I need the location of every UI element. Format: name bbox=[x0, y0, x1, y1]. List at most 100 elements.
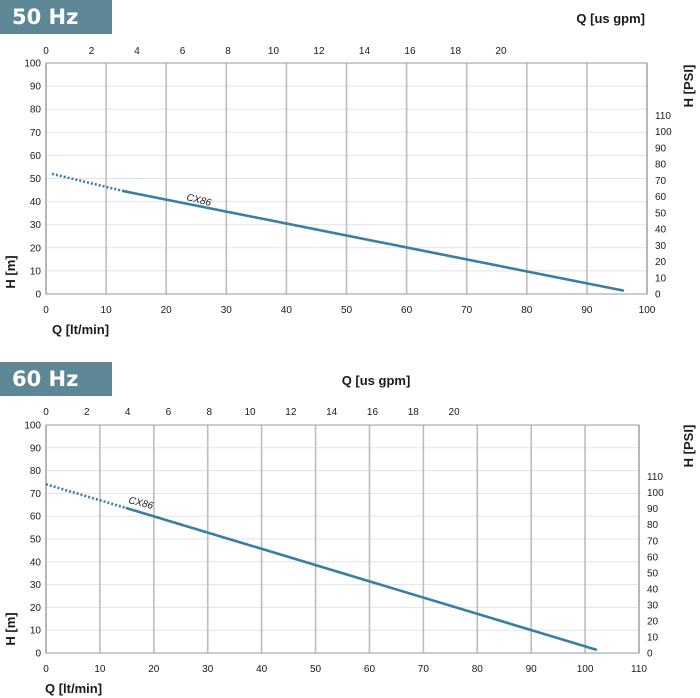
x-tick-label: 90 bbox=[581, 305, 593, 316]
x-tick-label: 10 bbox=[94, 664, 106, 675]
x2-tick-label: 14 bbox=[359, 46, 371, 57]
x2-tick-label: 18 bbox=[450, 46, 462, 57]
y-tick-label: 90 bbox=[30, 82, 42, 93]
curve-segment-solid bbox=[125, 506, 598, 651]
y-tick-label: 60 bbox=[30, 151, 42, 162]
x2-tick-label: 2 bbox=[84, 407, 90, 418]
x-tick-label: 0 bbox=[43, 664, 49, 675]
x2-tick-label: 12 bbox=[313, 46, 325, 57]
y2-tick-label: 80 bbox=[655, 160, 667, 171]
y2-tick-label: 70 bbox=[655, 176, 667, 187]
y-tick-label: 10 bbox=[30, 266, 42, 277]
x-tick-label: 30 bbox=[221, 305, 233, 316]
curve-segment-dashed bbox=[45, 483, 128, 510]
x-tick-label: 40 bbox=[281, 305, 293, 316]
x-tick-label: 0 bbox=[43, 305, 49, 316]
y2-tick-label: 20 bbox=[647, 616, 659, 627]
x-tick-label: 100 bbox=[577, 664, 594, 675]
y-tick-label: 90 bbox=[30, 443, 42, 454]
y2-tick-label: 100 bbox=[655, 127, 672, 138]
y-tick-label: 20 bbox=[30, 603, 42, 614]
y-tick-label: 20 bbox=[30, 243, 42, 254]
x-tick-label: 20 bbox=[148, 664, 160, 675]
y-tick-label: 30 bbox=[30, 220, 42, 231]
curve-segment-dashed bbox=[51, 172, 125, 193]
x2-axis-title: Q [us gpm] bbox=[576, 11, 645, 26]
y2-tick-label: 110 bbox=[655, 111, 671, 122]
x-tick-label: 110 bbox=[631, 664, 647, 675]
x2-tick-label: 20 bbox=[495, 46, 507, 57]
x2-tick-label: 6 bbox=[180, 46, 186, 57]
x2-tick-label: 20 bbox=[449, 407, 461, 418]
y2-tick-label: 90 bbox=[655, 143, 667, 154]
plot-frame bbox=[45, 424, 640, 654]
x2-tick-label: 12 bbox=[285, 407, 297, 418]
y2-tick-label: 60 bbox=[647, 552, 659, 563]
frequency-badge: 60 Hz bbox=[0, 362, 112, 396]
x2-tick-label: 8 bbox=[206, 407, 212, 418]
y2-tick-label: 0 bbox=[647, 649, 653, 660]
x-tick-label: 70 bbox=[418, 664, 430, 675]
y-tick-label: 10 bbox=[30, 626, 42, 637]
y2-tick-label: 40 bbox=[647, 584, 659, 595]
x2-tick-label: 8 bbox=[225, 46, 231, 57]
plot-frame bbox=[45, 62, 648, 295]
x-tick-label: 50 bbox=[341, 305, 353, 316]
x2-tick-label: 6 bbox=[166, 407, 172, 418]
x-tick-label: 100 bbox=[639, 305, 656, 316]
y-tick-label: 50 bbox=[30, 174, 42, 185]
x-tick-label: 50 bbox=[310, 664, 322, 675]
y-tick-label: 100 bbox=[24, 421, 41, 432]
y-tick-label: 0 bbox=[35, 649, 41, 660]
y-axis-title: H [m] bbox=[3, 612, 18, 645]
y2-tick-label: 40 bbox=[655, 225, 667, 236]
chart-panel-50hz: 0 10 20 30 40 50 60 70 80 90 100 0 2 4 6 8 10 12 14 16 18 20 0… bbox=[0, 0, 700, 345]
x-axis-title: Q [lt/min] bbox=[45, 681, 102, 696]
curve-segment-solid bbox=[122, 189, 625, 292]
y-tick-label: 70 bbox=[30, 128, 42, 139]
y2-tick-label: 50 bbox=[647, 568, 659, 579]
y2-tick-label: 10 bbox=[655, 273, 667, 284]
frequency-badge: 50 Hz bbox=[0, 0, 112, 34]
y-tick-label: 30 bbox=[30, 580, 42, 591]
y2-axis-title: H [PSI] bbox=[681, 425, 696, 468]
y2-tick-label: 50 bbox=[655, 208, 667, 219]
x2-tick-label: 0 bbox=[43, 407, 49, 418]
y2-tick-label: 80 bbox=[647, 520, 659, 531]
x-tick-label: 20 bbox=[161, 305, 173, 316]
y-tick-label: 70 bbox=[30, 489, 42, 500]
x-tick-label: 60 bbox=[364, 664, 376, 675]
x2-tick-label: 2 bbox=[89, 46, 95, 57]
x2-tick-label: 10 bbox=[268, 46, 280, 57]
y2-tick-label: 30 bbox=[647, 600, 659, 611]
x-tick-label: 90 bbox=[526, 664, 538, 675]
y2-tick-label: 0 bbox=[655, 290, 661, 301]
y-tick-label: 40 bbox=[30, 557, 42, 568]
y2-tick-label: 70 bbox=[647, 536, 659, 547]
y-tick-label: 0 bbox=[35, 290, 41, 301]
x2-tick-label: 4 bbox=[134, 46, 140, 57]
x2-tick-label: 4 bbox=[125, 407, 131, 418]
y2-tick-label: 30 bbox=[655, 241, 667, 252]
x-tick-label: 10 bbox=[101, 305, 113, 316]
x-tick-label: 80 bbox=[521, 305, 533, 316]
x-tick-label: 30 bbox=[202, 664, 214, 675]
y-tick-label: 80 bbox=[30, 466, 42, 477]
y2-tick-label: 110 bbox=[647, 472, 663, 483]
y2-tick-label: 60 bbox=[655, 192, 667, 203]
y-tick-label: 100 bbox=[24, 59, 41, 70]
x2-axis-title: Q [us gpm] bbox=[342, 373, 411, 388]
y-axis-title: H [m] bbox=[3, 255, 18, 288]
y-tick-label: 60 bbox=[30, 512, 42, 523]
y2-tick-label: 10 bbox=[647, 632, 659, 643]
x-axis-title: Q [lt/min] bbox=[52, 322, 109, 337]
y2-axis-title: H [PSI] bbox=[681, 65, 696, 108]
y-tick-label: 50 bbox=[30, 535, 42, 546]
x2-tick-label: 0 bbox=[43, 46, 49, 57]
x2-tick-label: 10 bbox=[244, 407, 256, 418]
y2-tick-label: 100 bbox=[647, 488, 664, 499]
y-tick-label: 80 bbox=[30, 105, 42, 116]
x2-tick-label: 16 bbox=[367, 407, 379, 418]
